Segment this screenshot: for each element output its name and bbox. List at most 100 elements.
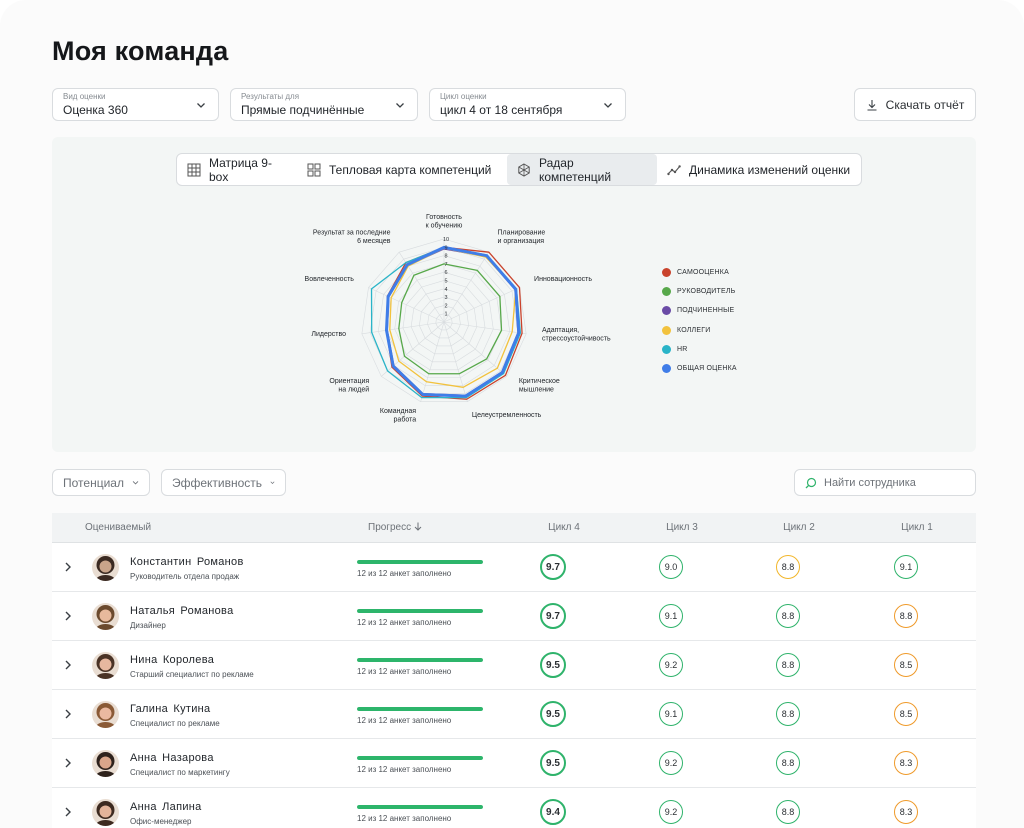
score-cycle-1: 8.3 (894, 751, 918, 775)
column-header-progress[interactable]: Прогресс (368, 522, 422, 533)
chevron-right-icon[interactable] (64, 610, 72, 622)
potential-filter[interactable]: Потенциал (52, 469, 150, 496)
employee-name[interactable]: Константин Романов (130, 556, 244, 568)
progress-fill (357, 609, 483, 613)
table-row[interactable]: Наталья Романова Дизайнер 12 из 12 анкет з… (52, 592, 976, 641)
progress-header-label: Прогресс (368, 522, 412, 533)
radar-grid-ring (427, 305, 461, 339)
radar-axis-label-line: к обучению (426, 222, 463, 230)
table-row[interactable]: Галина Кутина Специалист по рекламе 12 из … (52, 690, 976, 739)
select-label: Результаты для (241, 92, 300, 101)
chevron-right-icon[interactable] (64, 659, 72, 671)
employee-name[interactable]: Анна Назарова (130, 752, 214, 764)
radar-icon (518, 162, 530, 177)
employee-name[interactable]: Анна Лапина (130, 801, 202, 813)
select-label: Вид оценки (63, 92, 106, 101)
progress-text: 12 из 12 анкет заполнено (357, 765, 452, 774)
employee-name[interactable]: Нина Королева (130, 654, 215, 666)
radar-grid-ring (369, 246, 519, 394)
tab-heatmap[interactable]: Тепловая карта компетенций (297, 154, 507, 185)
score-cycle-2: 8.8 (776, 702, 800, 726)
score-cycle-3: 9.1 (659, 702, 683, 726)
sort-arrow-down-icon (414, 522, 422, 531)
efficiency-filter[interactable]: Эффективность (161, 469, 286, 496)
score-cycle-2: 8.8 (776, 653, 800, 677)
radar-spoke (361, 321, 445, 335)
tab-label: Радар компетенций (539, 155, 612, 184)
radar-tick-label: 9 (444, 245, 447, 251)
legend-item: ОБЩАЯ ОЦЕНКА (662, 359, 737, 378)
tab-competency-radar[interactable]: Радар компетенций (507, 154, 657, 185)
tab-label: Тепловая карта компетенций (329, 162, 492, 177)
radar-axis-label-line: работа (394, 415, 417, 423)
page-title: Моя команда (52, 36, 229, 66)
radar-tick-label: 4 (444, 287, 447, 293)
radar-axis-label-line: Планирование (498, 230, 546, 237)
search-input[interactable] (824, 476, 964, 489)
radar-spoke (443, 321, 507, 377)
trend-icon (667, 164, 681, 175)
view-tabs: Матрица 9-box Тепловая карта компетенций… (176, 153, 862, 186)
employee-name[interactable]: Наталья Романова (130, 605, 234, 617)
radar-series-line (398, 263, 503, 375)
table-row[interactable]: Нина Королева Старший специалист по рекла… (52, 641, 976, 690)
assessment-type-select[interactable]: Вид оценки Оценка 360 (52, 88, 219, 121)
avatar (92, 799, 119, 826)
select-value: цикл 4 от 18 сентября (440, 103, 563, 117)
radar-tick-label: 5 (444, 279, 447, 285)
tab-score-dynamics[interactable]: Динамика изменений оценки (657, 154, 861, 185)
progress-fill (357, 756, 483, 760)
progress-fill (357, 805, 483, 809)
legend-item: HR (662, 340, 737, 359)
chevron-right-icon[interactable] (64, 757, 72, 769)
download-report-button[interactable]: Скачать отчёт (854, 88, 976, 121)
table-row[interactable]: Анна Назарова Специалист по маркетингу 12 … (52, 739, 976, 788)
radar-tick-label: 3 (444, 295, 447, 301)
chevron-right-icon[interactable] (64, 806, 72, 818)
radar-axis-label-line: Инновационность (534, 276, 592, 283)
legend-item: САМООЦЕНКА (662, 263, 737, 282)
radar-axis-label: Ориентация на людей (329, 378, 369, 394)
employee-name[interactable]: Галина Кутина (130, 703, 211, 715)
score-cycle-3: 9.2 (659, 653, 683, 677)
radar-spoke (420, 321, 445, 402)
progress-text: 12 из 12 анкет заполнено (357, 569, 452, 578)
legend-swatch (662, 364, 671, 374)
radar-axis-label: Критическое мышление (519, 378, 560, 394)
assessment-cycle-select[interactable]: Цикл оценки цикл 4 от 18 сентября (429, 88, 626, 121)
score-cycle-2: 8.8 (776, 555, 800, 579)
select-value: Прямые подчинённые (241, 103, 365, 117)
table-row[interactable]: Константин Романов Руководитель отдела пр… (52, 543, 976, 592)
legend-label: САМООЦЕНКА (677, 269, 729, 277)
radar-axis-label-line: стрессоустойчивость (542, 335, 611, 343)
results-for-select[interactable]: Результаты для Прямые подчинённые (230, 88, 418, 121)
employee-role: Офис-менеджер (130, 817, 192, 826)
chevron-right-icon[interactable] (64, 561, 72, 573)
legend-swatch (662, 306, 671, 316)
radar-axis-label-line: Ориентация (329, 378, 369, 385)
chevron-right-icon[interactable] (64, 708, 72, 720)
legend-swatch (662, 344, 671, 354)
progress-text: 12 из 12 анкет заполнено (357, 618, 452, 627)
tab-9box-matrix[interactable]: Матрица 9-box (177, 154, 297, 185)
employee-role: Старший специалист по рекламе (130, 670, 254, 679)
legend-label: ПОДЧИНЕННЫЕ (677, 307, 735, 315)
score-cycle-1: 9.1 (894, 555, 918, 579)
legend-swatch (662, 325, 671, 335)
employee-role: Специалист по маркетингу (130, 768, 230, 777)
employee-search (794, 469, 976, 496)
score-cycle-2: 8.8 (776, 751, 800, 775)
avatar (92, 701, 119, 728)
potential-filter-label: Потенциал (63, 475, 124, 490)
column-header-cycle-3: Цикл 3 (666, 522, 698, 533)
progress-text: 12 из 12 анкет заполнено (357, 716, 452, 725)
radar-spoke (368, 287, 445, 323)
radar-axis-label: Вовлеченность (305, 276, 355, 283)
radar-axis-label: Готовность к обучению (426, 214, 463, 230)
score-cycle-4: 9.7 (540, 603, 566, 629)
score-cycle-2: 8.8 (776, 604, 800, 628)
score-cycle-3: 9.2 (659, 800, 683, 824)
score-cycle-3: 9.0 (659, 555, 683, 579)
table-row[interactable]: Анна Лапина Офис-менеджер 12 из 12 анкет з… (52, 788, 976, 828)
